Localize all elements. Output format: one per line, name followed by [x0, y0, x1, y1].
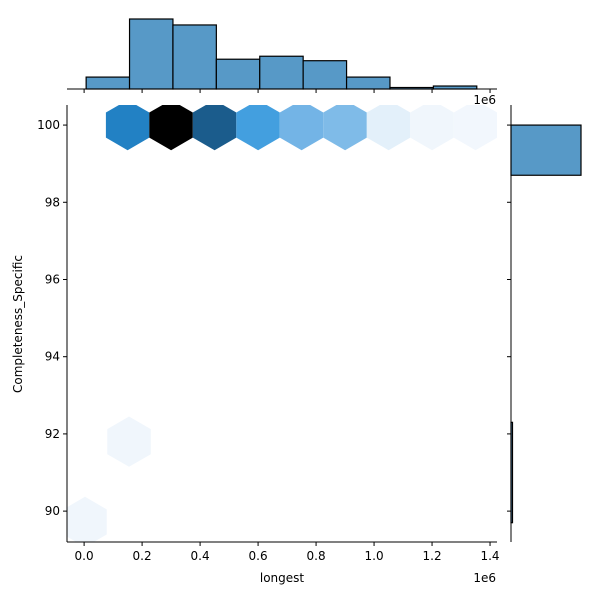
histogram-bar — [172, 24, 217, 90]
y-tick-label: 96 — [45, 272, 60, 286]
y-tick-label: 98 — [45, 195, 60, 209]
histogram-bar — [85, 76, 131, 90]
hexbin — [236, 105, 280, 151]
hexbin — [366, 105, 411, 151]
histogram-bar — [510, 124, 582, 176]
hexbin — [410, 105, 454, 151]
x-tick-label: 1.0 — [365, 549, 384, 563]
y-tick-label: 90 — [45, 504, 60, 518]
hexbin — [107, 416, 151, 467]
histogram-bar — [345, 76, 391, 90]
hexbin — [67, 496, 107, 542]
top-offset-label: 1e6 — [473, 93, 496, 107]
x-tick-label: 0.4 — [191, 549, 210, 563]
x-tick-label: 0.2 — [133, 549, 152, 563]
axes: 0.0 0.2 0.4 0.6 0.8 1.0 1.2 1.4 90 92 94 96 98 100 — [37, 105, 500, 563]
y-tick-label: 100 — [37, 118, 60, 132]
histogram-bar — [128, 18, 174, 90]
x-tick-label: 0.6 — [249, 549, 268, 563]
right-marginal-histogram — [507, 105, 582, 542]
hexbin — [323, 105, 367, 151]
top-marginal-histogram — [67, 18, 497, 93]
hexbin-layer — [67, 105, 497, 542]
histogram-bar — [259, 55, 304, 90]
histogram-bar — [215, 58, 261, 90]
x-tick-label: 0.8 — [307, 549, 326, 563]
hexbin — [105, 105, 150, 151]
hexbin — [192, 105, 237, 151]
y-tick-label: 94 — [45, 350, 60, 364]
hexbin — [453, 105, 497, 151]
y-tick-label: 92 — [45, 427, 60, 441]
x-tick-label: 1.2 — [423, 549, 442, 563]
x-offset-label: 1e6 — [473, 571, 496, 585]
histogram-bar — [302, 60, 348, 90]
hexbin — [149, 105, 193, 151]
x-tick-label: 1.4 — [480, 549, 499, 563]
x-axis-label: longest — [260, 571, 305, 585]
y-axis-label: Completeness_Specific — [11, 255, 25, 393]
x-tick-label: 0.0 — [75, 549, 94, 563]
hexbin — [279, 105, 324, 151]
